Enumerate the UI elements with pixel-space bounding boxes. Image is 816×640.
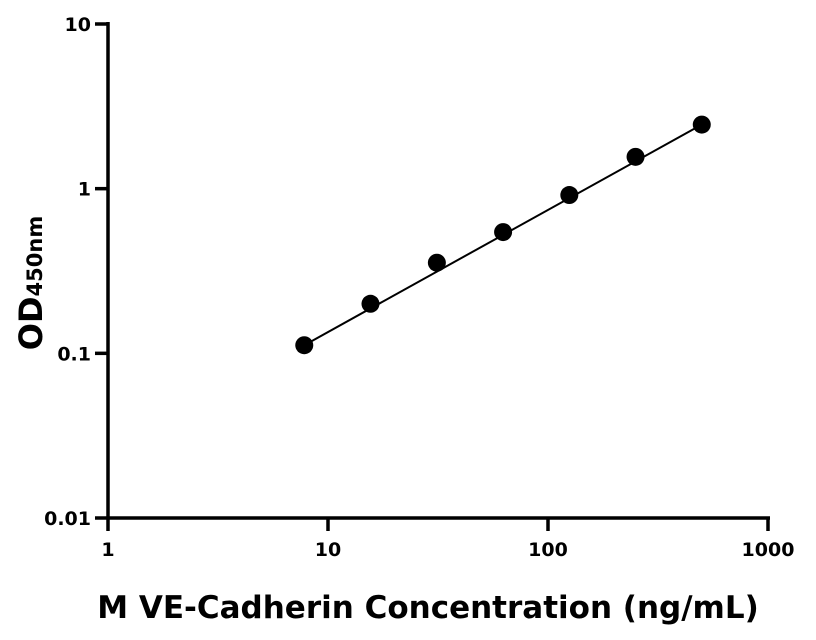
y-tick-label: 0.01 [44, 508, 91, 530]
data-point [494, 223, 513, 242]
y-axis-title-main: OD [12, 296, 50, 350]
y-tick-label: 1 [78, 179, 91, 201]
x-tick-label: 1000 [742, 539, 795, 561]
y-axis-title: OD450nm [12, 216, 50, 350]
axes [106, 22, 770, 520]
data-point [427, 253, 446, 272]
y-axis-title-sub: 450nm [23, 216, 47, 297]
x-axis-title: M VE-Cadherin Concentration (ng/mL) [97, 590, 759, 626]
x-tick-label: 100 [528, 539, 568, 561]
y-tick-label: 0.1 [57, 343, 91, 365]
data-point [560, 186, 579, 205]
data-point [692, 115, 711, 134]
plot-area [295, 115, 711, 355]
data-point [626, 147, 645, 166]
data-point [361, 294, 380, 313]
x-tick-label: 10 [315, 539, 341, 561]
y-tick-label: 10 [65, 14, 91, 36]
x-ticks: 1 10 100 1000 [101, 518, 794, 561]
y-ticks: 0.01 0.1 1 10 [44, 14, 108, 530]
data-point [295, 336, 314, 355]
x-tick-label: 1 [101, 539, 114, 561]
